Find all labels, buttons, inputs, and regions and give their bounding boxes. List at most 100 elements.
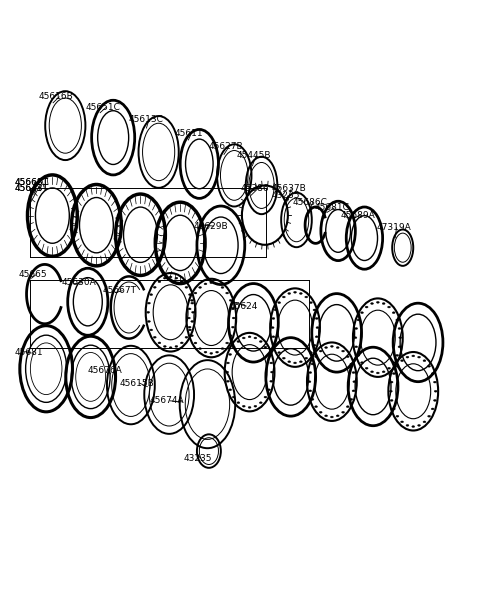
Ellipse shape — [399, 337, 402, 339]
Ellipse shape — [352, 371, 355, 373]
Ellipse shape — [232, 396, 235, 398]
Ellipse shape — [237, 341, 240, 343]
Ellipse shape — [150, 294, 153, 296]
Text: 45651C: 45651C — [86, 103, 121, 112]
Ellipse shape — [188, 317, 191, 319]
Ellipse shape — [401, 360, 404, 362]
Ellipse shape — [163, 346, 166, 347]
Ellipse shape — [390, 400, 393, 402]
Text: 45643T: 45643T — [14, 184, 48, 193]
Ellipse shape — [153, 336, 156, 338]
Ellipse shape — [324, 415, 327, 417]
Ellipse shape — [342, 350, 345, 352]
Ellipse shape — [194, 292, 197, 294]
Text: 45681G: 45681G — [314, 204, 350, 212]
Ellipse shape — [158, 281, 161, 283]
Ellipse shape — [371, 303, 373, 304]
Ellipse shape — [188, 308, 191, 310]
Ellipse shape — [189, 329, 192, 331]
Ellipse shape — [324, 347, 327, 349]
Text: 45667T: 45667T — [102, 286, 136, 295]
Ellipse shape — [169, 347, 172, 349]
Ellipse shape — [288, 361, 291, 363]
Ellipse shape — [371, 371, 373, 373]
Ellipse shape — [204, 351, 207, 353]
Ellipse shape — [310, 352, 312, 354]
Ellipse shape — [282, 357, 285, 359]
Ellipse shape — [270, 362, 273, 364]
Ellipse shape — [232, 346, 235, 348]
Ellipse shape — [272, 317, 275, 319]
Ellipse shape — [412, 355, 415, 357]
Ellipse shape — [382, 371, 385, 373]
Ellipse shape — [248, 407, 251, 408]
Ellipse shape — [433, 400, 436, 402]
Ellipse shape — [237, 402, 240, 403]
Ellipse shape — [191, 302, 193, 304]
Ellipse shape — [423, 360, 426, 362]
Ellipse shape — [336, 415, 339, 417]
Ellipse shape — [412, 426, 415, 427]
Text: 45665: 45665 — [19, 271, 48, 279]
Ellipse shape — [163, 277, 166, 279]
Ellipse shape — [390, 381, 393, 383]
Ellipse shape — [342, 411, 345, 413]
Ellipse shape — [158, 342, 161, 344]
Text: 45627B: 45627B — [209, 142, 243, 151]
Ellipse shape — [319, 411, 322, 413]
Ellipse shape — [352, 390, 355, 392]
Ellipse shape — [194, 342, 197, 344]
Ellipse shape — [185, 287, 188, 288]
Ellipse shape — [147, 302, 150, 304]
Ellipse shape — [360, 362, 363, 363]
Ellipse shape — [147, 320, 150, 322]
Ellipse shape — [264, 346, 267, 348]
Ellipse shape — [267, 389, 270, 391]
Ellipse shape — [226, 371, 228, 373]
Text: 45674A: 45674A — [150, 396, 185, 405]
Ellipse shape — [309, 371, 312, 373]
Ellipse shape — [355, 346, 358, 347]
Ellipse shape — [305, 357, 308, 359]
Ellipse shape — [272, 336, 275, 338]
Text: 45613C: 45613C — [129, 115, 164, 124]
Ellipse shape — [396, 319, 399, 321]
Ellipse shape — [169, 276, 172, 278]
Ellipse shape — [396, 354, 399, 356]
Ellipse shape — [191, 300, 193, 301]
Ellipse shape — [231, 327, 234, 328]
Ellipse shape — [288, 293, 291, 295]
Ellipse shape — [398, 346, 401, 347]
Ellipse shape — [274, 309, 277, 311]
Text: 45686C: 45686C — [293, 197, 327, 207]
Ellipse shape — [346, 406, 349, 408]
Ellipse shape — [175, 346, 178, 347]
Text: 45445B: 45445B — [236, 151, 271, 161]
Ellipse shape — [308, 381, 311, 383]
Ellipse shape — [175, 277, 178, 279]
Ellipse shape — [300, 293, 302, 295]
Ellipse shape — [180, 281, 183, 283]
Ellipse shape — [188, 327, 191, 328]
Text: 45668T: 45668T — [14, 178, 48, 186]
Ellipse shape — [153, 287, 156, 288]
Ellipse shape — [191, 335, 193, 336]
Ellipse shape — [357, 319, 360, 321]
Ellipse shape — [226, 342, 228, 344]
Ellipse shape — [221, 347, 224, 349]
Ellipse shape — [330, 346, 333, 347]
Ellipse shape — [336, 347, 339, 349]
Ellipse shape — [406, 424, 409, 426]
Ellipse shape — [314, 356, 317, 357]
Ellipse shape — [396, 365, 399, 367]
Ellipse shape — [191, 320, 193, 322]
Ellipse shape — [316, 327, 319, 328]
Ellipse shape — [353, 381, 356, 383]
Ellipse shape — [226, 292, 228, 294]
Ellipse shape — [232, 317, 235, 319]
Ellipse shape — [392, 312, 395, 314]
Ellipse shape — [254, 337, 257, 339]
Ellipse shape — [433, 381, 436, 383]
Text: 45637B: 45637B — [271, 184, 306, 193]
Ellipse shape — [398, 328, 401, 330]
